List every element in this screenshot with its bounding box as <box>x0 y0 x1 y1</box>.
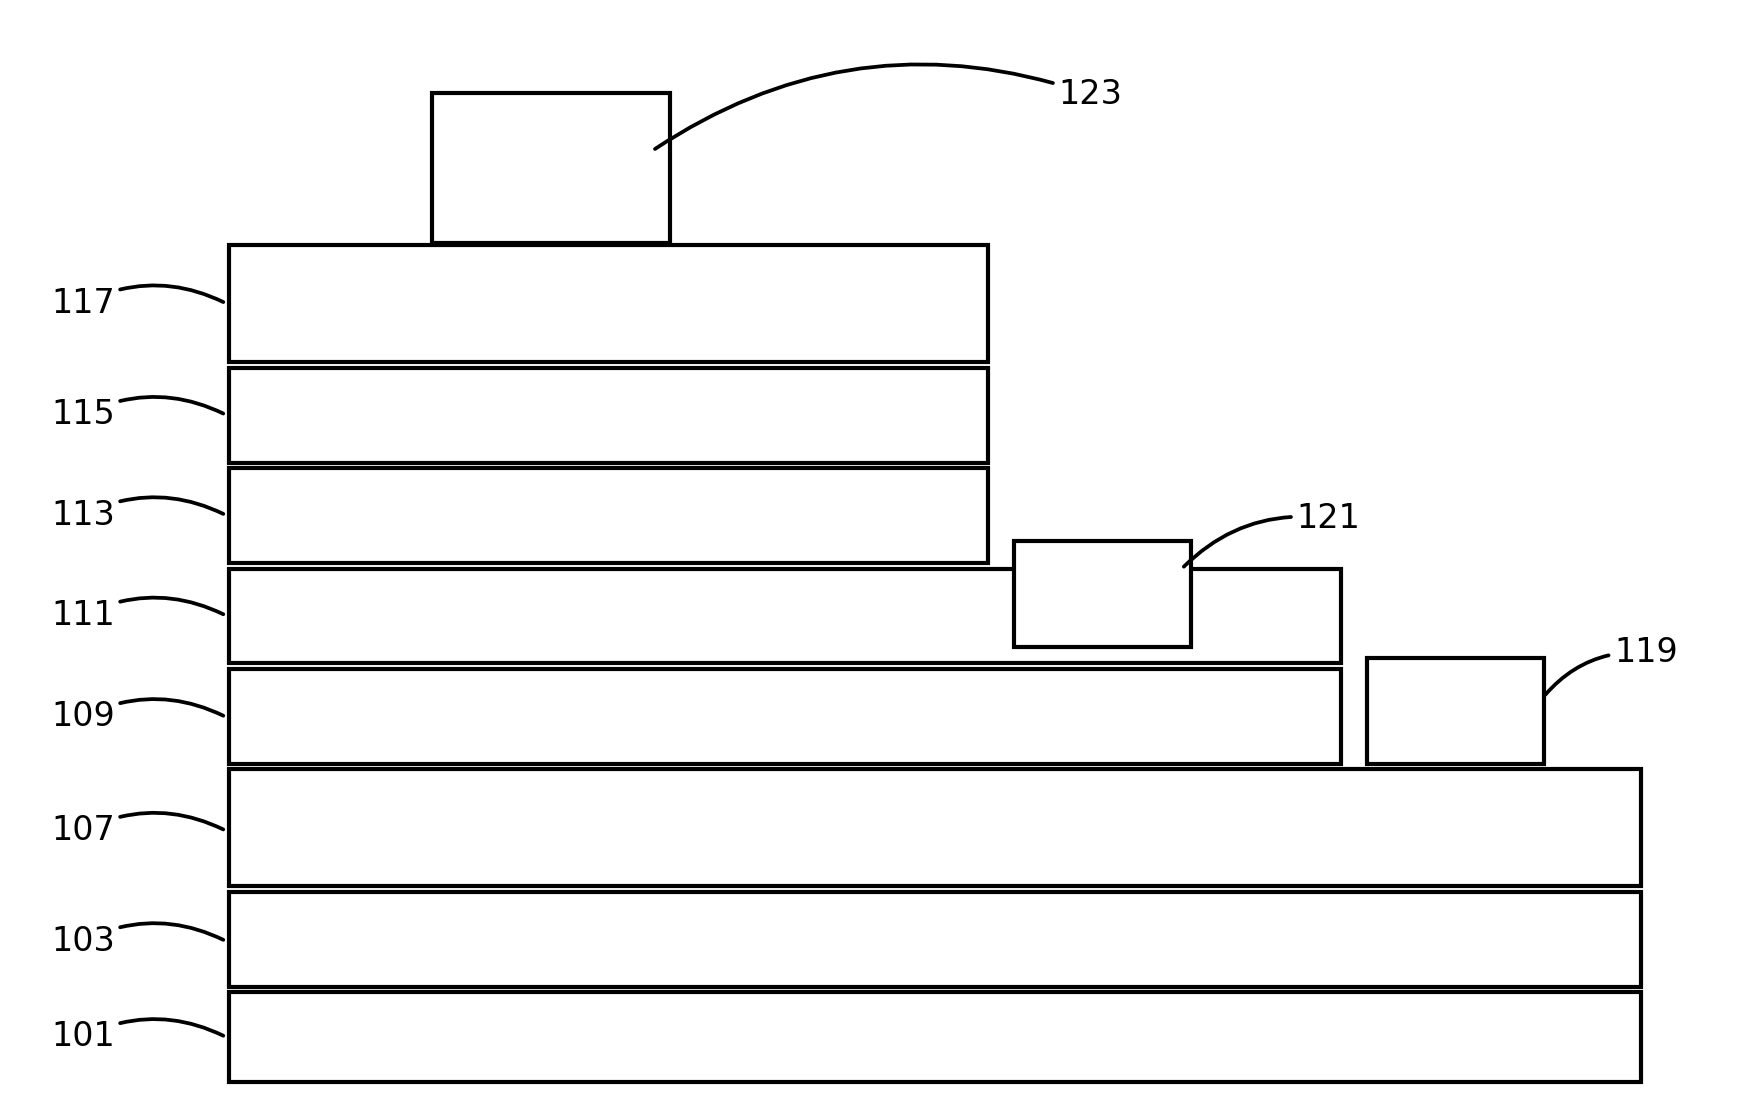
Bar <box>229 892 1641 987</box>
Text: 111: 111 <box>51 598 224 632</box>
Bar <box>1014 541 1191 647</box>
Text: 107: 107 <box>51 813 224 847</box>
Bar <box>432 93 670 243</box>
Bar <box>229 368 988 463</box>
Text: 103: 103 <box>51 923 224 958</box>
Bar <box>229 468 988 563</box>
Text: 123: 123 <box>654 65 1122 149</box>
Bar <box>229 669 1341 764</box>
Bar <box>1367 658 1544 764</box>
Bar <box>229 769 1641 886</box>
Text: 101: 101 <box>51 1019 224 1054</box>
Bar <box>229 245 988 362</box>
Bar <box>229 992 1641 1082</box>
Text: 117: 117 <box>51 285 224 320</box>
Bar <box>229 569 1341 663</box>
Text: 121: 121 <box>1184 502 1360 566</box>
Text: 109: 109 <box>51 699 224 734</box>
Text: 115: 115 <box>51 397 224 432</box>
Text: 119: 119 <box>1545 636 1678 695</box>
Text: 113: 113 <box>51 497 224 532</box>
